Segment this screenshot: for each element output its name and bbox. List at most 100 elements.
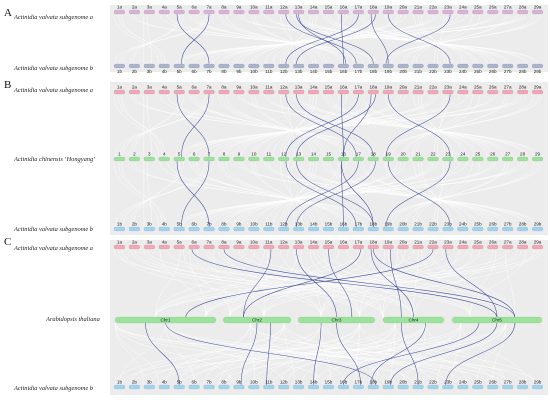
synteny-link-7-5b	[181, 161, 210, 227]
chromosome-10b	[248, 226, 260, 232]
chromosome-label-11: 11	[266, 152, 271, 157]
chromosome-label-16a: 16a	[340, 85, 348, 90]
chromosome-label-27a: 27a	[504, 5, 512, 10]
chromosome-10b	[248, 63, 260, 69]
chromosome-label-5a: 5a	[177, 240, 183, 245]
chromosome-label-20b: 20b	[399, 380, 407, 385]
chromosome-25a	[472, 9, 484, 15]
chromosome-label-2b: 2b	[132, 222, 138, 227]
chromosome-label-7a: 7a	[206, 240, 212, 245]
chromosome-label-17a: 17a	[355, 240, 363, 245]
chromosome-4a	[158, 89, 170, 95]
chromosome-label-3b: 3b	[147, 222, 153, 227]
chromosome-label-chr2: Chr2	[252, 318, 262, 323]
chromosome-label-8b: 8b	[221, 222, 227, 227]
synteny-link-13a-18	[296, 94, 374, 157]
chromosome-label-chr1: Chr1	[161, 318, 171, 323]
chromosome-label-24b: 24b	[459, 222, 467, 227]
row-label-c-subgenome-b: Actinidia valvata subgenome b	[13, 385, 93, 392]
chromosome-label-1a: 1a	[117, 5, 123, 10]
synteny-link-7a-5	[181, 94, 210, 157]
chromosome-17	[352, 156, 364, 162]
chromosome-label-chr5: Chr5	[492, 318, 502, 323]
chromosome-25	[472, 156, 484, 162]
chromosome-24b	[457, 226, 469, 232]
chromosome-1a	[113, 89, 126, 95]
synteny-link-22a-Chr1	[185, 249, 434, 318]
chromosome-label-14a: 14a	[310, 5, 318, 10]
chromosome-label-3b: 3b	[147, 69, 153, 74]
chromosome-28b	[516, 226, 529, 232]
synteny-link-19a-23	[387, 94, 451, 157]
chromosome-label-6b: 6b	[192, 222, 198, 227]
chromosome-label-3: 3	[148, 152, 151, 157]
chromosome-label-12: 12	[281, 152, 287, 157]
chromosome-22b	[427, 384, 439, 390]
chromosome-7	[203, 156, 215, 162]
chromosome-label-17a: 17a	[355, 5, 363, 10]
chromosome-10a	[248, 9, 260, 15]
chromosome-label-25a: 25a	[474, 5, 482, 10]
chromosome-label-15b: 15b	[325, 380, 333, 385]
chromosome-label-2b: 2b	[132, 69, 138, 74]
chromosome-25a	[472, 244, 484, 250]
chromosome-label-2a: 2a	[132, 240, 138, 245]
synteny-link-5-7b	[176, 161, 210, 227]
chromosome-18a	[367, 89, 379, 95]
chromosome-25b	[472, 63, 484, 69]
chromosome-8b	[218, 384, 230, 390]
chromosome-20	[397, 156, 409, 162]
chromosome-10b	[248, 384, 260, 390]
chromosome-28a	[516, 89, 529, 95]
chromosome-13a	[293, 244, 305, 250]
chromosome-10a	[248, 89, 260, 95]
chromosome-label-4a: 4a	[162, 85, 168, 90]
chromosome-12b	[278, 63, 290, 69]
chromosome-19a	[382, 9, 394, 15]
chromosome-8b	[218, 226, 230, 232]
chromosome-label-23: 23	[445, 152, 451, 157]
chromosome-label-25b: 25b	[474, 69, 482, 74]
chromosome-label-13b: 13b	[295, 380, 303, 385]
synteny-link-5a-7	[176, 94, 210, 157]
chromosome-23a	[442, 9, 454, 15]
chromosome-5b	[173, 226, 185, 232]
chromosome-label-4: 4	[163, 152, 166, 157]
chromosome-label-5b: 5b	[177, 380, 183, 385]
chromosome-label-28b: 28b	[519, 222, 527, 227]
chromosome-label-4a: 4a	[162, 5, 168, 10]
chromosome-20b	[397, 384, 409, 390]
chromosome-17b	[352, 384, 364, 390]
chromosome-15b	[322, 63, 335, 69]
chromosome-label-1b: 1b	[117, 222, 123, 227]
chromosome-label-10b: 10b	[250, 380, 258, 385]
chromosome-8b	[218, 63, 230, 69]
chromosome-label-20b: 20b	[399, 69, 407, 74]
chromosome-20a	[397, 244, 409, 250]
chromosome-label-14a: 14a	[310, 85, 318, 90]
chromosome-27a	[502, 244, 514, 250]
chromosome-14a	[307, 89, 320, 95]
chromosome-label-2a: 2a	[132, 85, 138, 90]
chromosome-15b	[322, 384, 335, 390]
synteny-link-12a-17	[285, 94, 357, 157]
chromosome-label-12b: 12b	[280, 69, 288, 74]
chromosome-22b	[427, 63, 439, 69]
chromosome-label-24a: 24a	[459, 5, 467, 10]
chromosome-27a	[502, 9, 514, 15]
chromosome-26	[487, 156, 499, 162]
chromosome-label-9a: 9a	[236, 240, 242, 245]
chromosome-label-4b: 4b	[162, 69, 168, 74]
row-label-c-subgenome-a: Actinidia valvata subgenome a	[13, 245, 93, 252]
chromosome-23b	[442, 384, 454, 390]
chromosome-26a	[487, 89, 499, 95]
chromosome-3a	[143, 89, 155, 95]
chromosome-label-18: 18	[371, 152, 377, 157]
chromosome-label-28a: 28a	[519, 240, 527, 245]
chromosome-20a	[397, 89, 409, 95]
chromosome-label-27a: 27a	[504, 240, 512, 245]
chromosome-label-14b: 14b	[310, 380, 318, 385]
chromosome-6b	[188, 384, 200, 390]
chromosome-label-27b: 27b	[504, 222, 512, 227]
chromosome-21b	[412, 384, 424, 390]
